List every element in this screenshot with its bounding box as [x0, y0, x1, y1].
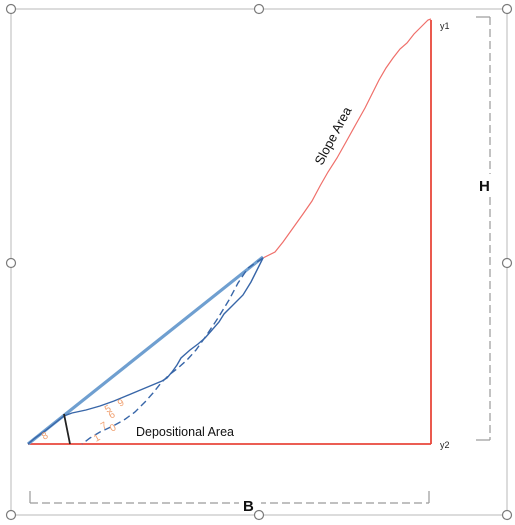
base-label: B	[243, 498, 254, 515]
zone-number-5: 5	[103, 403, 114, 416]
zone-number-0: 8	[40, 430, 51, 443]
zone-number-labels: 8 1 7 0 6 5 9	[40, 397, 127, 445]
height-dimension	[476, 16, 491, 441]
zone-number-2: 7	[99, 420, 110, 433]
blue-profile-solid	[27, 257, 264, 445]
resize-handle-bottom-left[interactable]	[5, 509, 17, 521]
slope-area-label: Slope Area	[311, 104, 354, 168]
resize-handles[interactable]	[5, 3, 513, 521]
resize-handle-top-right[interactable]	[501, 3, 513, 15]
blue-profile-dashed	[81, 257, 264, 445]
resize-handle-bottom-right[interactable]	[501, 509, 513, 521]
zone-number-1: 1	[92, 432, 103, 445]
base-dimension	[29, 491, 430, 504]
blue-straight-line	[27, 255, 264, 446]
y2-label: y2	[440, 440, 450, 450]
resize-handle-middle-left[interactable]	[5, 257, 17, 269]
slope-profile-line	[262, 18, 432, 259]
zone-number-6: 9	[116, 397, 127, 410]
zone-number-3: 0	[108, 422, 119, 435]
zone-number-4: 6	[107, 409, 118, 422]
base-label-bg	[239, 494, 261, 514]
height-label-bg	[476, 174, 496, 196]
height-label: H	[479, 178, 490, 195]
depositional-area-label: Depositional Area	[136, 425, 234, 439]
black-divider-line	[63, 413, 71, 445]
resize-handle-top-center[interactable]	[253, 3, 265, 15]
resize-handle-middle-right[interactable]	[501, 257, 513, 269]
resize-handle-bottom-center[interactable]	[253, 509, 265, 521]
resize-handle-top-left[interactable]	[5, 3, 17, 15]
y1-label: y1	[440, 21, 450, 31]
